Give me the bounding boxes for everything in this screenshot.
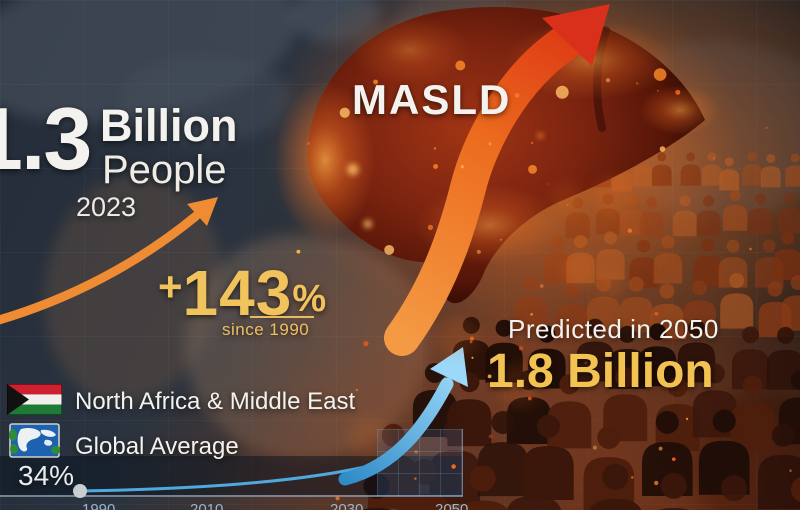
growth-plus: + xyxy=(158,263,183,310)
growth-stat: +143% xyxy=(158,256,326,330)
legend-label-north-africa-middle-east: North Africa & Middle East xyxy=(75,388,356,415)
blue-trend-arrow xyxy=(73,347,468,498)
flag-icon xyxy=(7,384,62,415)
trend-start-dot xyxy=(73,484,87,498)
liver-illustration xyxy=(260,0,740,320)
prediction-label: Predicted in 2050 xyxy=(508,314,719,344)
growth-value: 143 xyxy=(182,257,293,329)
global-average-value: 34% xyxy=(18,460,75,491)
title-masld: MASLD xyxy=(352,76,512,123)
current-year: 2023 xyxy=(76,192,137,222)
legend-label-global-average: Global Average xyxy=(75,433,239,460)
current-unit: Billion xyxy=(100,100,238,151)
growth-percent-sign: % xyxy=(292,278,327,320)
tick-year-2: 2010 xyxy=(190,501,224,510)
growth-underline xyxy=(250,316,314,318)
current-value: 1.3 xyxy=(0,89,92,188)
tick-year-1: 1990 xyxy=(82,501,116,510)
current-unit-sub: People xyxy=(102,148,227,192)
tick-year-4: 2050 xyxy=(435,501,469,510)
big-orange-rising-arrow xyxy=(384,4,610,356)
tick-year-3: 2030 xyxy=(330,501,364,510)
small-orange-arrow xyxy=(0,197,218,325)
ember-particles xyxy=(296,78,792,501)
prediction-value: 1.8 Billion xyxy=(487,345,714,398)
growth-caption: since 1990 xyxy=(222,320,310,339)
globe-icon xyxy=(9,423,60,458)
